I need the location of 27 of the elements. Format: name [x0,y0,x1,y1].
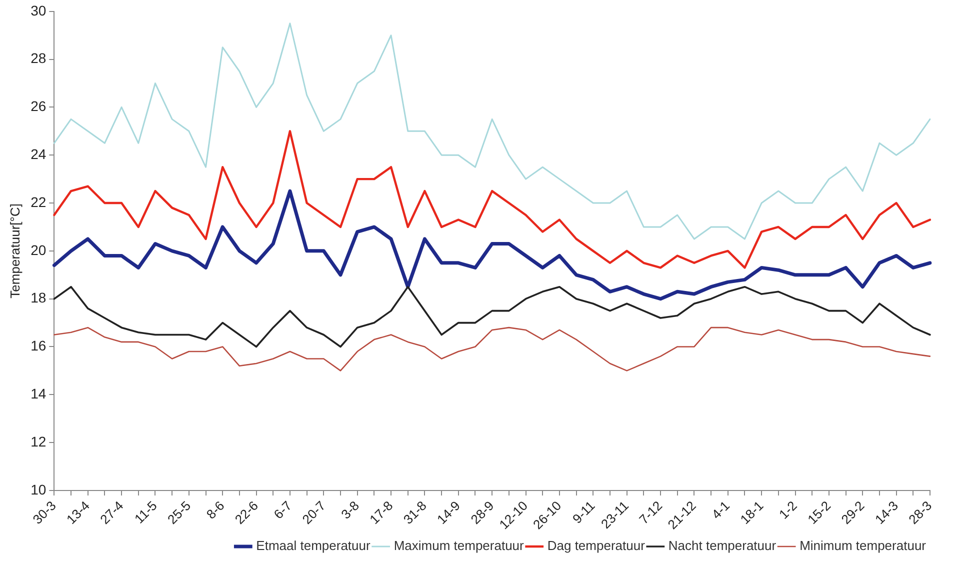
x-tick-label: 31-8 [400,498,430,528]
x-tick-label: 8-6 [203,498,228,522]
x-tick-label: 9-11 [569,498,598,526]
y-axis-title: Temperatuur[°C] [7,204,22,298]
x-tick-label: 3-8 [338,498,362,522]
x-tick-label: 7-12 [636,498,666,528]
y-tick-label: 16 [30,338,46,354]
y-tick-label: 26 [30,98,46,114]
x-tick-label: 1-2 [776,498,800,522]
x-tick-label: 18-1 [737,498,766,528]
y-tick-label: 12 [30,433,46,450]
y-tick-label: 30 [30,2,46,18]
legend-label: Minimum temperatuur [800,538,927,554]
legend-label: Etmaal temperatuur [256,538,371,554]
x-tick-label: 4-1 [708,498,733,522]
legend-label: Nacht temperatuur [668,538,777,554]
legend-label: Maximum temperatuur [394,538,525,554]
x-tick-label: 30-3 [30,498,59,528]
x-tick-label: 6-7 [270,498,295,522]
y-tick-label: 22 [30,194,46,210]
y-tick-label: 10 [30,481,46,498]
y-tick-label: 20 [30,242,46,258]
y-tick-label: 14 [30,386,46,402]
y-tick-label: 24 [30,146,46,162]
y-tick-label: 18 [30,290,46,306]
y-tick-label: 28 [30,50,46,66]
legend-label: Dag temperatuur [547,538,646,554]
